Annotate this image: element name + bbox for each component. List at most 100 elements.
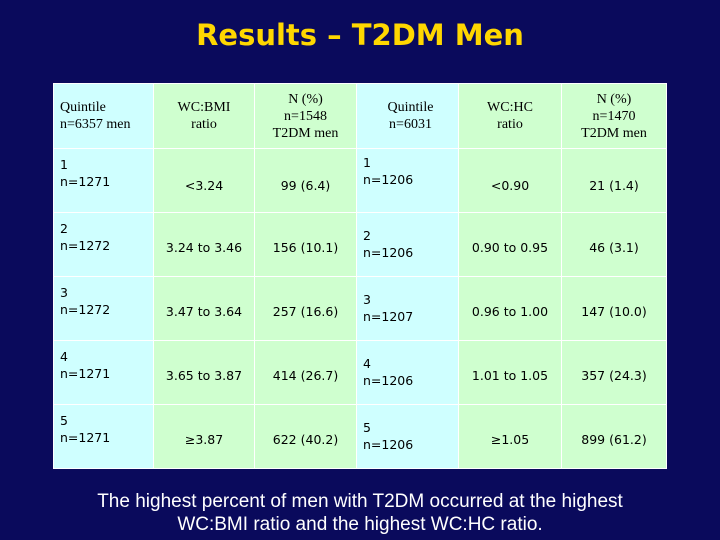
wc-bmi-cell: 3.65 to 3.87 — [153, 340, 255, 405]
table-row: 1 n=1271 <3.24 99 (6.4) 1 n=1206 <0.90 21 (1.4) — [53, 148, 667, 213]
header-cell: WC:HC ratio — [458, 83, 562, 149]
header-cell: N (%) n=1548 T2DM men — [254, 83, 357, 149]
quintile-bmi-cell-text: n=1272 — [60, 237, 111, 253]
n-percent-hc-cell: 357 (24.3) — [561, 340, 667, 405]
quintile-hc-cell-text: 1 — [363, 154, 371, 170]
quintile-bmi-cell-text: n=1271 — [60, 365, 111, 381]
header-text: WC:BMI — [177, 100, 231, 115]
n-percent-bmi-cell-text: 257 (16.6) — [272, 304, 339, 319]
wc-hc-cell: 1.01 to 1.05 — [458, 340, 562, 405]
n-percent-bmi-cell-text: 99 (6.4) — [280, 178, 331, 193]
quintile-bmi-cell: 2 n=1272 — [53, 212, 154, 277]
n-percent-bmi-cell: 156 (10.1) — [254, 212, 357, 277]
quintile-bmi-cell: 5 n=1271 — [53, 404, 154, 469]
header-text: ratio — [497, 117, 523, 132]
header-cell: N (%) n=1470 T2DM men — [561, 83, 667, 149]
quintile-hc-cell-text: 3 — [363, 291, 371, 307]
quintile-bmi-cell: 1 n=1271 — [53, 148, 154, 213]
n-percent-hc-cell: 147 (10.0) — [561, 276, 667, 341]
wc-bmi-cell-text: ≥3.87 — [184, 432, 224, 447]
n-percent-hc-cell-text: 147 (10.0) — [581, 304, 647, 319]
n-percent-bmi-cell: 99 (6.4) — [254, 148, 357, 213]
wc-bmi-cell-text: 3.24 to 3.46 — [165, 240, 243, 255]
table-row: 5 n=1271 ≥3.87 622 (40.2) 5 n=1206 ≥1.05 899 (6… — [53, 404, 667, 469]
quintile-bmi-cell: 3 n=1272 — [53, 276, 154, 341]
header-text: N (%) — [596, 91, 632, 107]
quintile-hc-cell-text: n=1206 — [363, 436, 414, 452]
header-text: T2DM men — [581, 125, 647, 141]
header-text: T2DM men — [272, 125, 339, 141]
quintile-hc-cell: 1 n=1206 — [356, 148, 459, 213]
n-percent-hc-cell: 899 (61.2) — [561, 404, 667, 469]
wc-bmi-cell-text: 3.47 to 3.64 — [165, 304, 243, 319]
quintile-bmi-cell: 4 n=1271 — [53, 340, 154, 405]
quintile-bmi-cell-text: n=1272 — [60, 301, 111, 317]
quintile-hc-cell: 4 n=1206 — [356, 340, 459, 405]
wc-hc-cell: <0.90 — [458, 148, 562, 213]
quintile-hc-cell-text: 5 — [363, 419, 371, 435]
header-text: ratio — [191, 117, 217, 132]
n-percent-hc-cell: 46 (3.1) — [561, 212, 667, 277]
wc-hc-cell-text: 0.90 to 0.95 — [471, 240, 549, 255]
header-text: n=1548 — [284, 108, 327, 124]
table-row: 3 n=1272 3.47 to 3.64 257 (16.6) 3 n=1207 0.96… — [53, 276, 667, 341]
wc-hc-cell-text: ≥1.05 — [490, 432, 530, 447]
n-percent-bmi-cell: 622 (40.2) — [254, 404, 357, 469]
header-text: WC:HC — [487, 100, 533, 115]
wc-hc-cell-text: 1.01 to 1.05 — [471, 368, 549, 383]
n-percent-bmi-cell: 414 (26.7) — [254, 340, 357, 405]
quintile-bmi-cell-text: 3 — [60, 284, 68, 300]
n-percent-hc-cell-text: 21 (1.4) — [589, 178, 639, 193]
header-text: n=6031 — [389, 117, 432, 132]
table-row: 4 n=1271 3.65 to 3.87 414 (26.7) 4 n=1206 1.01… — [53, 340, 667, 405]
wc-hc-cell-text: <0.90 — [490, 178, 530, 193]
header-cell: Quintile n=6357 men — [53, 83, 154, 149]
footer-line-2: WC:BMI ratio and the highest WC:HC ratio… — [177, 514, 543, 535]
wc-bmi-cell: 3.24 to 3.46 — [153, 212, 255, 277]
quintile-hc-cell: 5 n=1206 — [356, 404, 459, 469]
results-table: Quintile n=6357 men WC:BMI ratio N (%) n=1548… — [53, 83, 667, 469]
wc-bmi-cell: ≥3.87 — [153, 404, 255, 469]
table-row: 2 n=1272 3.24 to 3.46 156 (10.1) 2 n=1206 0.90… — [53, 212, 667, 277]
slide-title: Results – T2DM Men — [196, 18, 524, 52]
wc-hc-cell-text: 0.96 to 1.00 — [471, 304, 549, 319]
header-text: n=6357 men — [60, 117, 131, 132]
quintile-bmi-cell-text: 2 — [60, 220, 68, 236]
quintile-bmi-cell-text: 1 — [60, 156, 68, 172]
n-percent-bmi-cell-text: 622 (40.2) — [272, 432, 339, 447]
wc-bmi-cell: <3.24 — [153, 148, 255, 213]
n-percent-bmi-cell-text: 156 (10.1) — [272, 240, 339, 255]
table-header-row: Quintile n=6357 men WC:BMI ratio N (%) n=1548… — [53, 83, 667, 149]
quintile-bmi-cell-text: 5 — [60, 412, 68, 428]
wc-hc-cell: ≥1.05 — [458, 404, 562, 469]
n-percent-hc-cell-text: 46 (3.1) — [589, 240, 639, 255]
wc-hc-cell: 0.96 to 1.00 — [458, 276, 562, 341]
quintile-bmi-cell-text: n=1271 — [60, 429, 111, 445]
header-text: n=1470 — [592, 108, 636, 124]
quintile-hc-cell-text: 4 — [363, 355, 371, 371]
header-text: N (%) — [288, 91, 323, 107]
n-percent-bmi-cell-text: 414 (26.7) — [272, 368, 339, 383]
n-percent-hc-cell: 21 (1.4) — [561, 148, 667, 213]
quintile-bmi-cell-text: 4 — [60, 348, 68, 364]
wc-bmi-cell: 3.47 to 3.64 — [153, 276, 255, 341]
header-text: Quintile — [60, 100, 106, 115]
quintile-hc-cell: 2 n=1206 — [356, 212, 459, 277]
quintile-hc-cell-text: n=1207 — [363, 308, 414, 324]
quintile-hc-cell: 3 n=1207 — [356, 276, 459, 341]
header-text: Quintile — [387, 100, 434, 115]
wc-hc-cell: 0.90 to 0.95 — [458, 212, 562, 277]
quintile-hc-cell-text: 2 — [363, 227, 371, 243]
wc-bmi-cell-text: <3.24 — [184, 178, 224, 193]
header-cell: WC:BMI ratio — [153, 83, 255, 149]
n-percent-hc-cell-text: 357 (24.3) — [581, 368, 647, 383]
n-percent-hc-cell-text: 899 (61.2) — [581, 432, 647, 447]
footer-line-1: The highest percent of men with T2DM occ… — [97, 491, 623, 512]
quintile-hc-cell-text: n=1206 — [363, 372, 414, 388]
n-percent-bmi-cell: 257 (16.6) — [254, 276, 357, 341]
quintile-hc-cell-text: n=1206 — [363, 171, 414, 187]
quintile-hc-cell-text: n=1206 — [363, 244, 414, 260]
quintile-bmi-cell-text: n=1271 — [60, 173, 111, 189]
slide-footer-note: The highest percent of men with T2DM occ… — [60, 490, 660, 536]
wc-bmi-cell-text: 3.65 to 3.87 — [165, 368, 243, 383]
